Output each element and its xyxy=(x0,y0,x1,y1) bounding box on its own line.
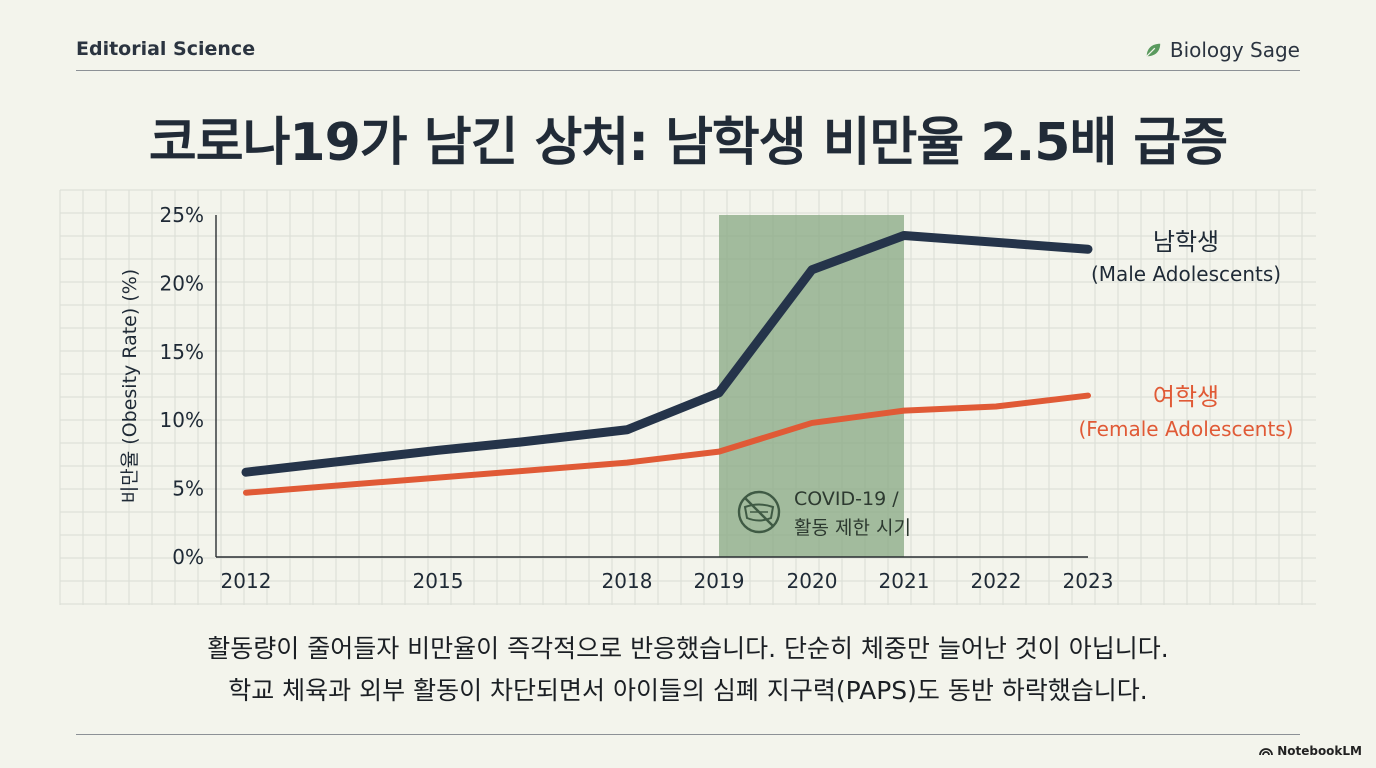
x-tick-label: 2012 xyxy=(221,569,272,593)
series-label-name: 남학생 xyxy=(1153,228,1219,256)
chart-grid xyxy=(59,189,1316,605)
series-labels: 남학생 (Male Adolescents) 여학생 (Female Adolesce… xyxy=(1078,228,1293,441)
x-tick-label: 2021 xyxy=(879,569,930,593)
x-tick-label: 2019 xyxy=(694,569,745,593)
top-divider xyxy=(76,70,1300,71)
notebooklm-label: NotebookLM xyxy=(1277,744,1362,758)
chart-series xyxy=(241,231,1093,496)
no-mask-icon xyxy=(737,490,781,534)
obesity-line-chart: 0% 5% 10% 15% 20% 25% 2012 2015 2018 2019 2020 2021… xyxy=(59,189,1316,605)
x-tick-label: 2023 xyxy=(1063,569,1114,593)
caption-line-1: 활동량이 줄어들자 비만율이 즉각적으로 반응했습니다. 단순히 체중만 늘어난… xyxy=(207,634,1169,663)
series-line xyxy=(243,392,1091,496)
notebooklm-badge: NotebookLM xyxy=(1259,744,1362,758)
chart-axes xyxy=(215,215,1088,558)
series-label-sub: (Male Adolescents) xyxy=(1091,262,1281,286)
y-tick-label: 10% xyxy=(160,408,204,432)
bottom-divider xyxy=(76,734,1300,735)
caption: 활동량이 줄어들자 비만율이 즉각적으로 반응했습니다. 단순히 체중만 늘어난… xyxy=(0,628,1376,712)
series-label-sub: (Female Adolescents) xyxy=(1078,417,1293,441)
series-label-name: 여학생 xyxy=(1153,383,1219,411)
leaf-icon xyxy=(1146,43,1161,57)
notebooklm-icon xyxy=(1259,748,1274,756)
chart-ticks: 0% 5% 10% 15% 20% 25% 2012 2015 2018 2019 2020 2021… xyxy=(160,203,1114,593)
y-axis-label: 비만율 (Obesity Rate) (%) xyxy=(119,269,141,503)
y-tick-label: 5% xyxy=(172,477,204,501)
x-tick-label: 2018 xyxy=(602,569,653,593)
covid-band-label: COVID-19 / 활동 제한 시기 xyxy=(737,488,911,539)
y-tick-label: 0% xyxy=(172,545,204,569)
y-tick-label: 20% xyxy=(160,271,204,295)
x-tick-label: 2020 xyxy=(787,569,838,593)
y-tick-label: 25% xyxy=(160,203,204,227)
series-line xyxy=(241,231,1093,477)
publisher-label: Editorial Science xyxy=(76,38,256,60)
page-title: 코로나19가 남긴 상처: 남학생 비만율 2.5배 급증 xyxy=(148,113,1228,173)
x-tick-label: 2022 xyxy=(971,569,1022,593)
caption-line-2: 학교 체육과 외부 활동이 차단되면서 아이들의 심폐 지구력(PAPS)도 동… xyxy=(228,676,1148,705)
covid-label-line1: COVID-19 / xyxy=(794,488,899,510)
covid-label-line2: 활동 제한 시기 xyxy=(794,517,911,539)
x-tick-label: 2015 xyxy=(413,569,464,593)
brand-label: Biology Sage xyxy=(1144,38,1300,62)
y-tick-label: 15% xyxy=(160,340,204,364)
brand-name: Biology Sage xyxy=(1169,38,1300,62)
